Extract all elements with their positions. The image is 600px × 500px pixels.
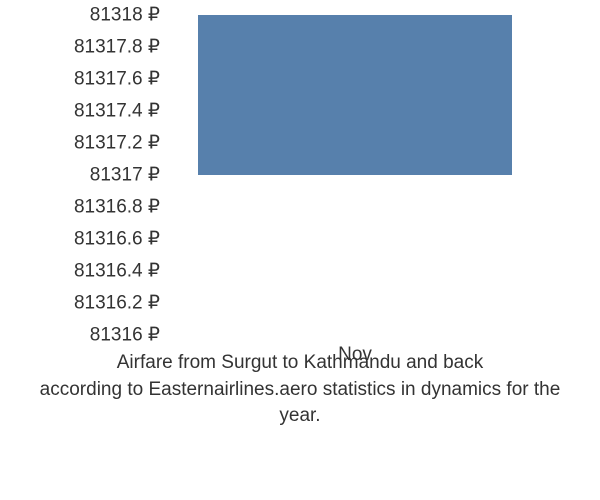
y-tick-label: 81317.4 ₽ — [74, 100, 160, 123]
y-tick-label: 81316.2 ₽ — [74, 292, 160, 315]
chart-container: 81318 ₽ 81317.8 ₽ 81317.6 ₽ 81317.4 ₽ 81317.… — [0, 0, 600, 500]
y-tick-label: 81316 ₽ — [90, 324, 160, 347]
y-tick-label: 81316.8 ₽ — [74, 196, 160, 219]
y-tick-label: 81316.4 ₽ — [74, 260, 160, 283]
plot-area — [170, 15, 540, 335]
y-tick-label: 81317.2 ₽ — [74, 132, 160, 155]
caption-line-1: Airfare from Surgut to Kathmandu and bac… — [117, 352, 483, 373]
bar — [198, 15, 513, 175]
y-tick-label: 81316.6 ₽ — [74, 228, 160, 251]
caption-line-2: according to Easternairlines.aero statis… — [40, 379, 561, 427]
chart-caption: Airfare from Surgut to Kathmandu and bac… — [0, 350, 600, 430]
y-axis: 81318 ₽81317.8 ₽81317.6 ₽81317.4 ₽81317.… — [0, 15, 170, 335]
y-tick-label: 81317.6 ₽ — [74, 68, 160, 91]
y-tick-label: 81317.8 ₽ — [74, 36, 160, 59]
y-tick-label: 81317 ₽ — [90, 164, 160, 187]
y-tick-label: 81318 ₽ — [90, 4, 160, 27]
